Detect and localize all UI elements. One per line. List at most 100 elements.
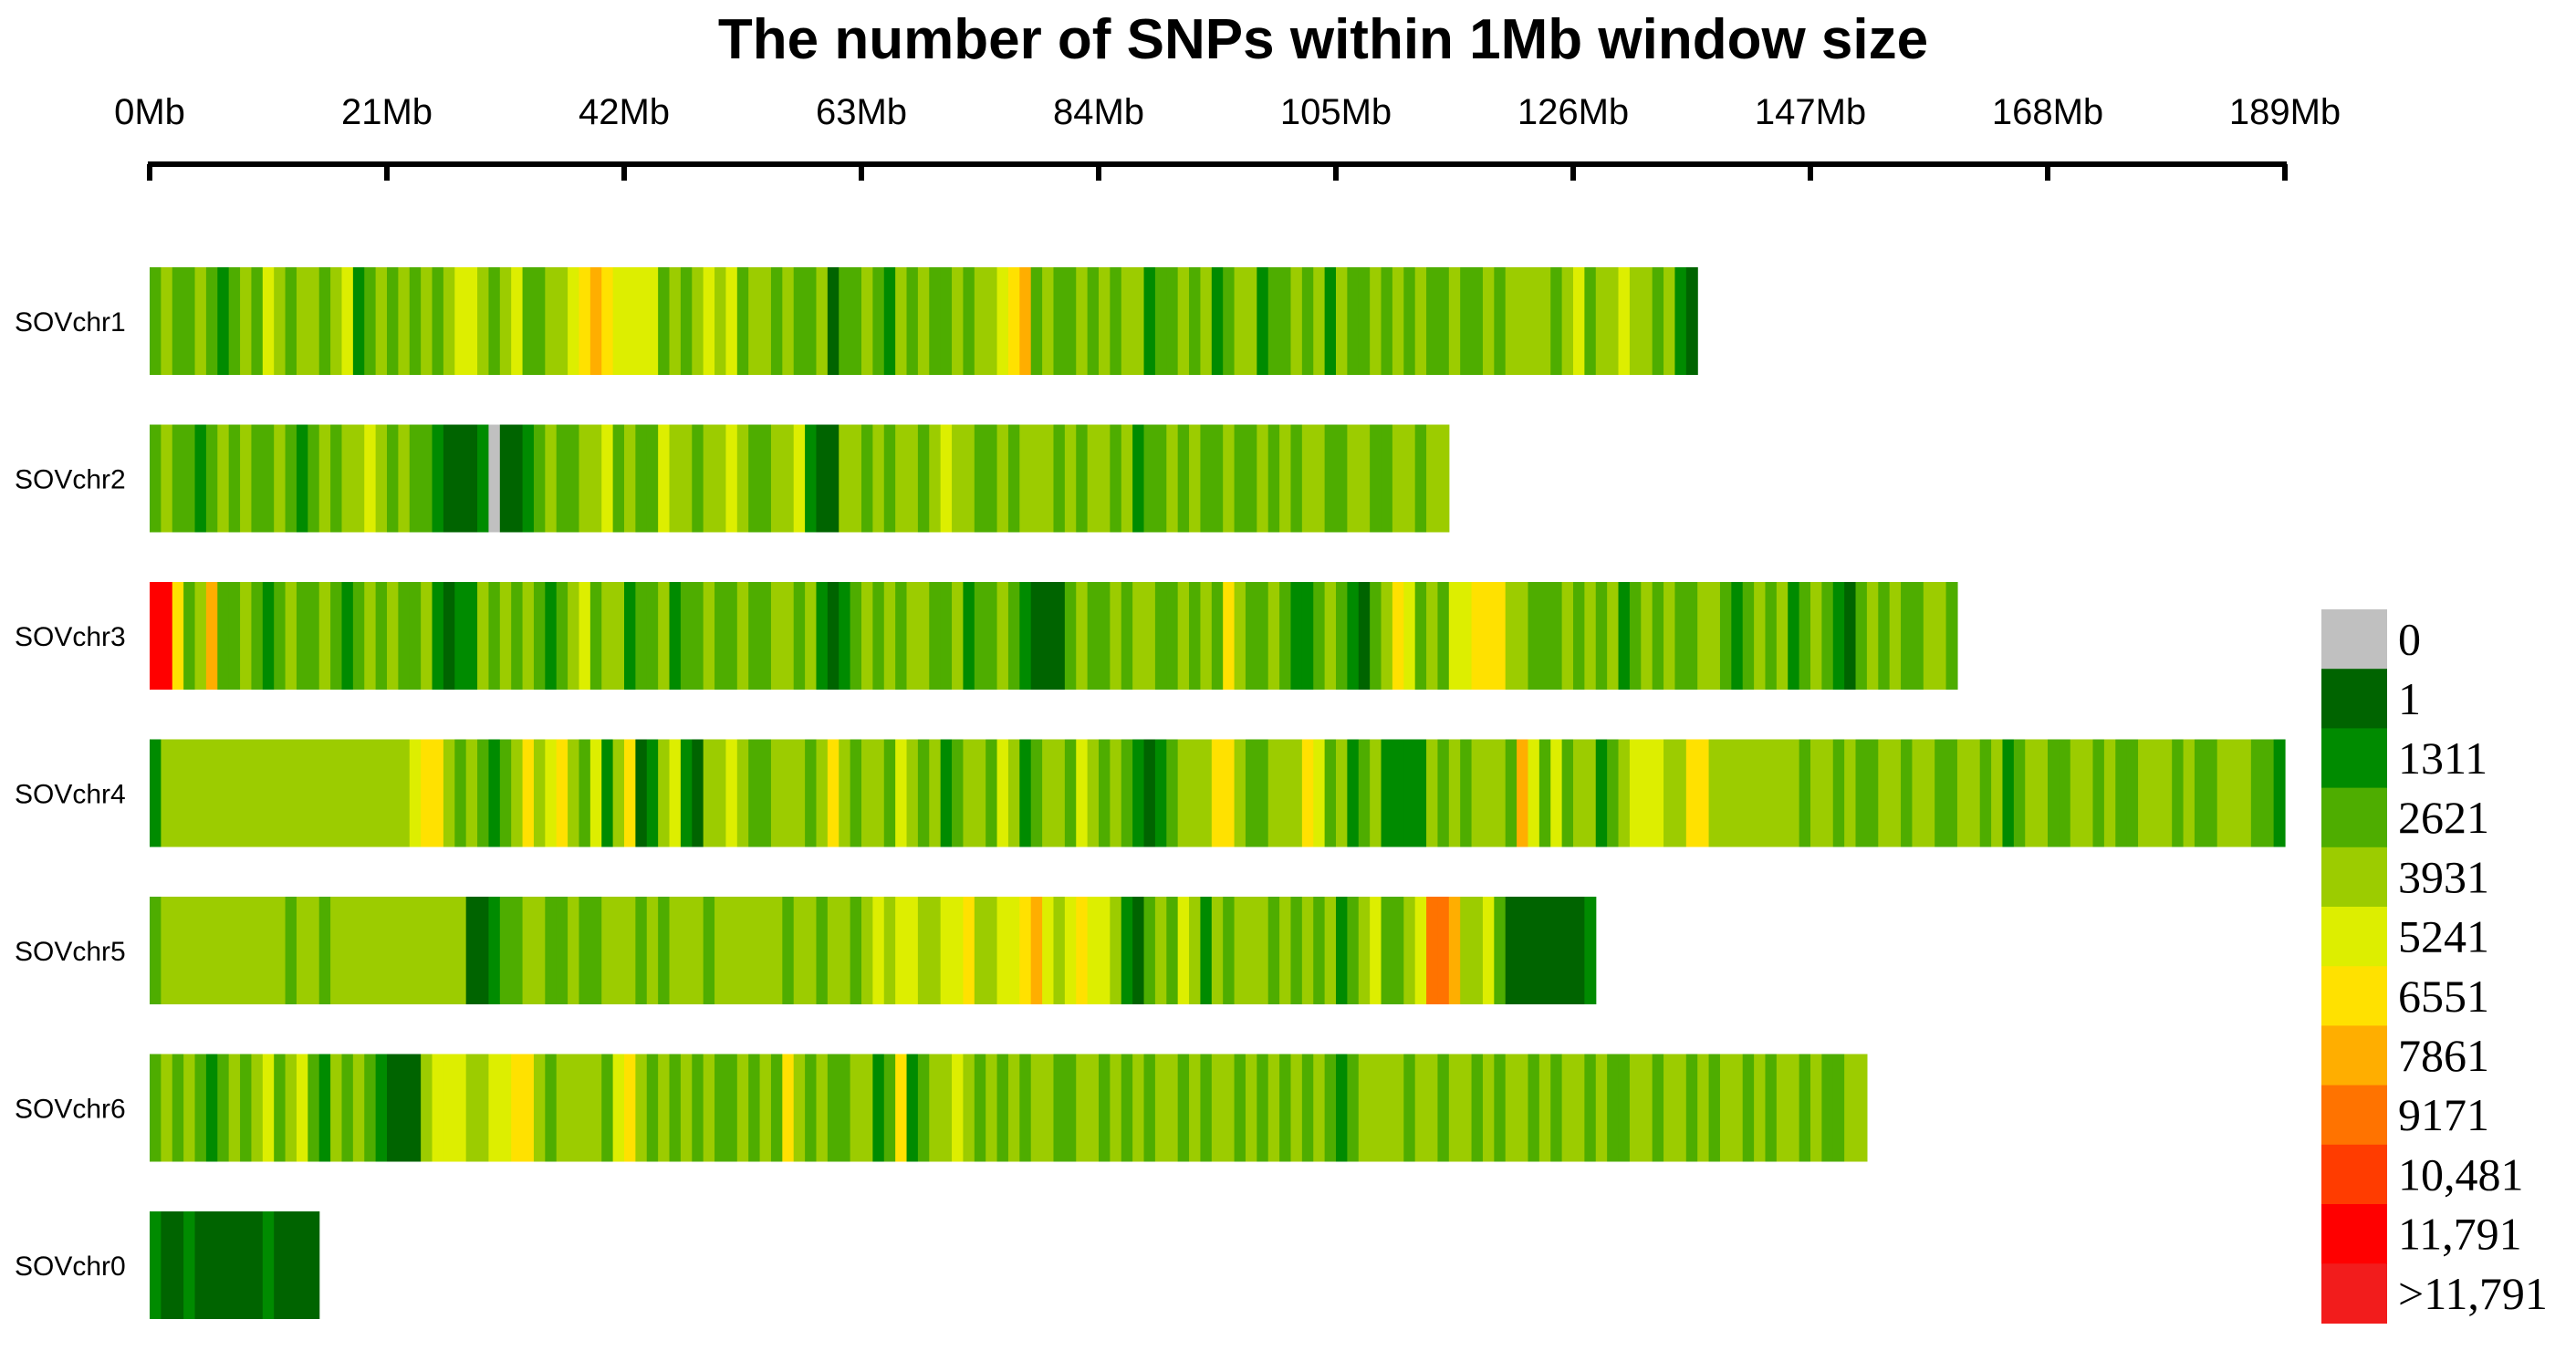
- snp-window-cell: [646, 424, 659, 533]
- snp-window-cell: [161, 739, 173, 847]
- snp-window-cell: [1257, 424, 1269, 533]
- snp-window-cell: [1370, 897, 1382, 1004]
- snp-window-cell: [274, 582, 287, 690]
- snp-window-cell: [1392, 1054, 1404, 1162]
- snp-window-cell: [839, 739, 851, 847]
- snp-window-cell: [1482, 897, 1495, 1004]
- snp-window-cell: [612, 424, 625, 533]
- snp-window-cell: [1618, 739, 1631, 847]
- snp-window-cell: [2092, 739, 2105, 847]
- snp-window-cell: [827, 267, 840, 375]
- snp-window-cell: [1381, 1054, 1393, 1162]
- snp-window-cell: [917, 582, 930, 690]
- snp-window-cell: [1832, 739, 1845, 847]
- snp-window-cell: [1866, 739, 1879, 847]
- snp-window-cell: [1110, 739, 1122, 847]
- snp-window-cell: [963, 1054, 975, 1162]
- snp-window-cell: [318, 424, 331, 533]
- snp-window-cell: [1788, 739, 1800, 847]
- snp-window-cell: [974, 1054, 986, 1162]
- snp-window-cell: [387, 424, 399, 533]
- snp-window-cell: [612, 267, 625, 375]
- snp-window-cell: [850, 1054, 862, 1162]
- snp-window-cell: [1007, 424, 1020, 533]
- snp-window-cell: [1821, 1054, 1834, 1162]
- snp-window-cell: [850, 739, 862, 847]
- snp-window-cell: [1154, 267, 1167, 375]
- legend-label: 5241: [2398, 911, 2489, 962]
- snp-window-cell: [1776, 582, 1789, 690]
- snp-window-cell: [589, 267, 602, 375]
- snp-window-cell: [556, 1054, 568, 1162]
- snp-window-cell: [1347, 582, 1360, 690]
- snp-window-cell: [1482, 739, 1495, 847]
- snp-window-cell: [805, 424, 818, 533]
- snp-window-cell: [714, 739, 727, 847]
- snp-window-cell: [827, 897, 840, 1004]
- snp-window-cell: [680, 267, 693, 375]
- snp-window-cell: [251, 739, 264, 847]
- snp-window-cell: [556, 582, 568, 690]
- snp-window-cell: [883, 424, 896, 533]
- snp-window-cell: [1392, 897, 1404, 1004]
- snp-window-cell: [1211, 1054, 1224, 1162]
- snp-window-cell: [1505, 739, 1517, 847]
- snp-window-cell: [736, 1054, 749, 1162]
- snp-window-cell: [1799, 739, 1811, 847]
- snp-window-cell: [1099, 267, 1111, 375]
- snp-window-cell: [1301, 1054, 1314, 1162]
- snp-window-cell: [398, 897, 411, 1004]
- snp-window-cell: [816, 582, 829, 690]
- snp-window-cell: [1912, 739, 1924, 847]
- snp-window-cell: [465, 1054, 478, 1162]
- snp-window-cell: [488, 424, 501, 533]
- snp-window-cell: [940, 739, 953, 847]
- snp-window-cell: [364, 267, 377, 375]
- snp-window-cell: [1561, 267, 1574, 375]
- snp-window-cell: [556, 424, 568, 533]
- snp-window-cell: [1189, 739, 1202, 847]
- snp-window-cell: [1211, 424, 1224, 533]
- snp-window-cell: [1042, 1054, 1055, 1162]
- snp-window-cell: [635, 1054, 648, 1162]
- snp-window-cell: [1674, 582, 1687, 690]
- snp-window-cell: [2160, 739, 2173, 847]
- snp-window-cell: [364, 897, 377, 1004]
- snp-window-cell: [251, 582, 264, 690]
- snp-window-cell: [714, 1054, 727, 1162]
- legend-swatch: [2321, 907, 2387, 967]
- snp-window-cell: [1426, 739, 1439, 847]
- snp-window-cell: [658, 739, 671, 847]
- snp-window-cell: [1663, 739, 1676, 847]
- snp-window-cell: [1392, 267, 1404, 375]
- legend-label: 2621: [2398, 792, 2489, 843]
- snp-window-cell: [161, 267, 173, 375]
- snp-window-cell: [680, 1054, 693, 1162]
- snp-window-cell: [1731, 582, 1744, 690]
- snp-window-cell: [748, 582, 761, 690]
- snp-window-cell: [1200, 897, 1213, 1004]
- snp-window-cell: [522, 739, 535, 847]
- snp-window-cell: [398, 582, 411, 690]
- snp-window-cell: [1301, 897, 1314, 1004]
- snp-window-cell: [1290, 739, 1303, 847]
- snp-window-cell: [499, 267, 512, 375]
- snp-window-cell: [1685, 582, 1698, 690]
- snp-window-cell: [1110, 897, 1122, 1004]
- snp-window-cell: [816, 267, 829, 375]
- snp-window-cell: [883, 739, 896, 847]
- snp-window-cell: [1121, 739, 1133, 847]
- snp-window-cell: [759, 582, 772, 690]
- snp-window-cell: [782, 267, 795, 375]
- snp-window-cell: [1754, 739, 1767, 847]
- snp-window-cell: [2070, 739, 2082, 847]
- snp-window-cell: [499, 1054, 512, 1162]
- snp-window-cell: [940, 267, 953, 375]
- snp-window-cell: [194, 267, 207, 375]
- snp-window-cell: [194, 424, 207, 533]
- snp-window-cell: [872, 424, 885, 533]
- snp-window-cell: [1110, 267, 1122, 375]
- snp-window-cell: [1166, 897, 1179, 1004]
- snp-window-cell: [1019, 897, 1032, 1004]
- snp-window-cell: [432, 1054, 444, 1162]
